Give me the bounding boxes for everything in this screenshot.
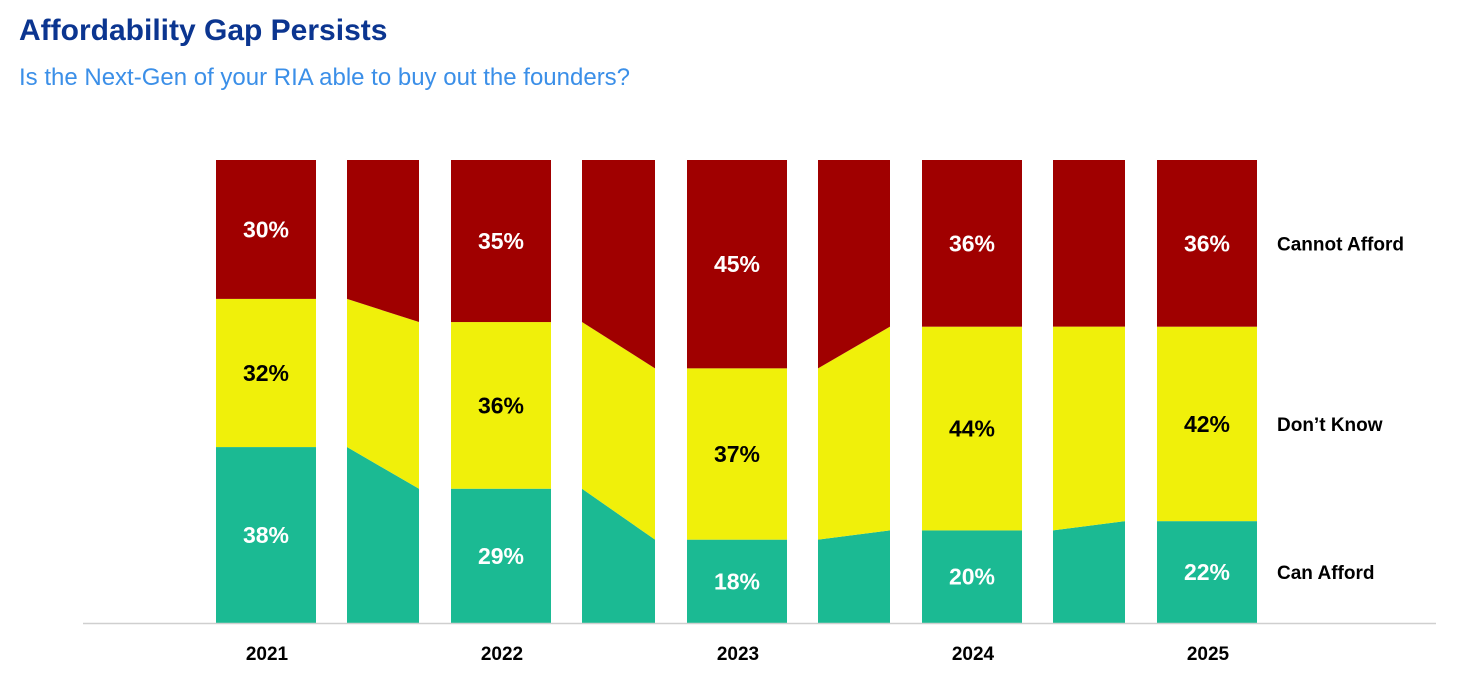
data-label: 35% — [478, 228, 524, 254]
connector-can-afford — [1053, 521, 1125, 623]
bar-segment — [1157, 521, 1257, 623]
bar-segment — [216, 447, 316, 623]
connector-cannot-afford — [347, 160, 419, 323]
data-label: 32% — [243, 360, 289, 386]
bar-segment — [687, 539, 787, 623]
data-label: 22% — [1184, 559, 1230, 585]
x-tick-label: 2023 — [717, 644, 759, 665]
connector-cannot-afford — [1053, 160, 1125, 327]
data-label: 37% — [714, 441, 760, 467]
data-label: 44% — [949, 416, 995, 442]
x-tick-label: 2025 — [1187, 644, 1230, 665]
connector-don-t-know — [582, 322, 655, 540]
bar-segment — [922, 160, 1022, 327]
connector-can-afford — [818, 530, 890, 623]
series-label: Cannot Afford — [1277, 234, 1404, 255]
connector-cannot-afford — [582, 160, 655, 369]
chart-subtitle: Is the Next-Gen of your RIA able to buy … — [19, 64, 631, 91]
x-tick-label: 2021 — [246, 644, 289, 665]
chart-title: Affordability Gap Persists — [19, 14, 388, 47]
data-label: 45% — [714, 251, 760, 277]
x-tick-label: 2024 — [952, 644, 995, 665]
bar-segment — [451, 160, 551, 323]
connector-can-afford — [347, 447, 419, 623]
bar-segment — [216, 298, 316, 448]
connector-can-afford — [582, 488, 655, 623]
data-label: 18% — [714, 568, 760, 594]
bar-segment — [687, 368, 787, 540]
data-label: 36% — [1184, 230, 1230, 256]
data-label: 36% — [478, 392, 524, 418]
data-label: 20% — [949, 564, 995, 590]
x-tick-label: 2022 — [481, 644, 523, 665]
series-label: Can Afford — [1277, 563, 1374, 584]
bar-segment — [451, 488, 551, 623]
connector-don-t-know — [1053, 326, 1125, 531]
bar-segment — [922, 530, 1022, 623]
data-label: 30% — [243, 216, 289, 242]
bar-segment — [451, 322, 551, 489]
data-label: 29% — [478, 543, 524, 569]
data-label: 42% — [1184, 411, 1230, 437]
bar-segment — [216, 160, 316, 299]
bar-segment — [687, 160, 787, 369]
bar-segment — [1157, 326, 1257, 522]
series-label: Don’t Know — [1277, 415, 1383, 436]
data-label: 36% — [949, 230, 995, 256]
data-label: 38% — [243, 522, 289, 548]
bar-segment — [1157, 160, 1257, 327]
connector-don-t-know — [818, 326, 890, 540]
bar-segment — [922, 326, 1022, 531]
connector-don-t-know — [347, 298, 419, 489]
connector-cannot-afford — [818, 160, 890, 369]
